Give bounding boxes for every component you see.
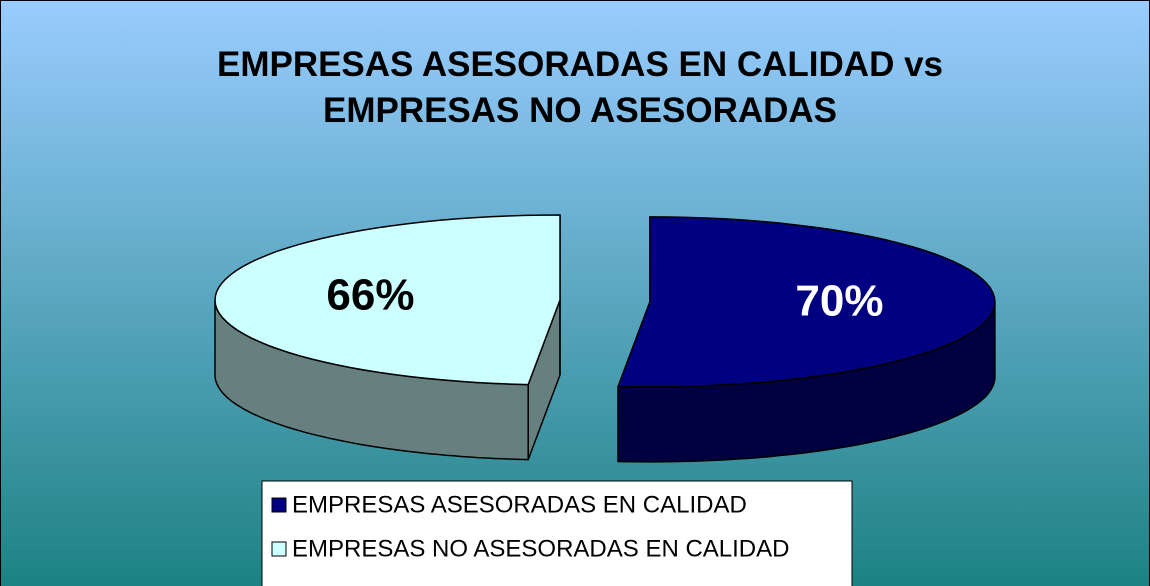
legend-label: EMPRESAS NO ASESORADAS EN CALIDAD [292, 535, 789, 562]
legend-swatch [271, 541, 287, 557]
legend-swatch [271, 497, 287, 513]
chart-title: EMPRESAS ASESORADAS EN CALIDAD vs EMPRES… [216, 45, 944, 130]
legend-box [261, 480, 853, 586]
data-label: 70% [795, 277, 883, 326]
slice [214, 214, 561, 386]
legend-label: EMPRESAS ASESORADAS EN CALIDAD [292, 491, 747, 518]
slice [617, 216, 996, 388]
legend: EMPRESAS ASESORADAS EN CALIDAD EMPRESAS N… [271, 491, 789, 562]
pie: 70% 66% [214, 214, 996, 463]
data-label: 66% [326, 270, 414, 319]
